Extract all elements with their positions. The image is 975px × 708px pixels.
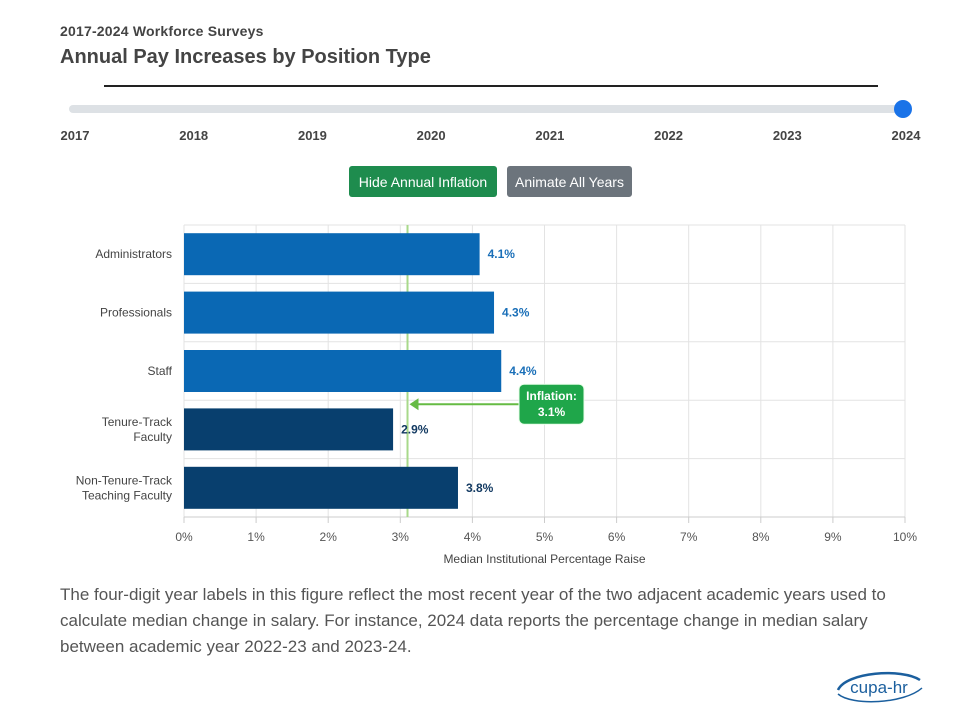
- chart-title: Annual Pay Increases by Position Type: [60, 46, 431, 68]
- inflation-badge-value: 3.1%: [538, 405, 566, 419]
- category-label: Tenure-Track: [102, 415, 173, 429]
- bar-chart: 0% 1% 2% 3% 4% 5% 6% 7% 8% 9% 10% 4.1% Administrator…: [76, 224, 917, 566]
- x-tick-label: 8%: [752, 530, 770, 544]
- year-label-2021[interactable]: 2021: [535, 128, 565, 143]
- year-label-2023[interactable]: 2023: [772, 128, 802, 143]
- x-tick-label: 9%: [824, 530, 842, 544]
- category-label: Teaching Faculty: [82, 488, 172, 502]
- inflation-arrowhead: [409, 398, 419, 411]
- year-label-2017[interactable]: 2017: [60, 128, 90, 143]
- bar: [184, 350, 502, 392]
- x-tick-label: 1%: [247, 530, 265, 544]
- chart-subtitle: 2017-2024 Workforce Surveys: [60, 23, 264, 39]
- year-label-2024[interactable]: 2024: [891, 128, 921, 143]
- divider-line: [104, 85, 878, 87]
- year-label-2020[interactable]: 2020: [416, 128, 446, 143]
- x-tick-label: 3%: [392, 530, 410, 544]
- year-label-2018[interactable]: 2018: [179, 128, 209, 143]
- category-label: Staff: [148, 364, 173, 378]
- year-labels: 2017 2018 2019 2020 2021 2022 2023 2024: [0, 128, 975, 148]
- bar: [184, 408, 394, 451]
- x-tick-label: 7%: [680, 530, 698, 544]
- category-label: Non-Tenure-Track: [76, 473, 173, 487]
- x-tick-label: 10%: [893, 530, 917, 544]
- x-tick-label: 6%: [608, 530, 626, 544]
- bar-value-label: 4.4%: [509, 364, 537, 378]
- x-tick-label: 2%: [320, 530, 338, 544]
- year-slider-track[interactable]: [69, 105, 905, 113]
- x-tick-label: 5%: [536, 530, 554, 544]
- x-axis-title: Median Institutional Percentage Raise: [443, 552, 645, 566]
- bar: [184, 466, 458, 509]
- year-label-2022[interactable]: 2022: [654, 128, 684, 143]
- animate-years-button[interactable]: Animate All Years: [507, 166, 632, 197]
- bar-value-label: 4.3%: [502, 306, 530, 320]
- bar-value-label: 4.1%: [488, 247, 516, 261]
- footnote: The four-digit year labels in this figur…: [60, 585, 886, 656]
- bar: [184, 291, 495, 334]
- inflation-badge-label: Inflation:: [526, 389, 577, 403]
- inflation-badge: [518, 383, 585, 425]
- logo-text: cupa-hr: [850, 678, 908, 697]
- category-label: Faculty: [133, 430, 172, 444]
- hide-inflation-button[interactable]: Hide Annual Inflation: [349, 166, 497, 197]
- category-label: Professionals: [100, 306, 172, 320]
- bar-value-label: 3.8%: [466, 481, 494, 495]
- year-label-2019[interactable]: 2019: [297, 128, 327, 143]
- year-slider-handle[interactable]: [894, 100, 912, 118]
- cupa-hr-logo: cupa-hr: [836, 671, 923, 703]
- x-tick-label: 0%: [175, 530, 193, 544]
- category-label: Administrators: [95, 247, 172, 261]
- bar: [184, 233, 480, 276]
- bar-value-label: 2.9%: [401, 422, 429, 436]
- x-tick-label: 4%: [464, 530, 482, 544]
